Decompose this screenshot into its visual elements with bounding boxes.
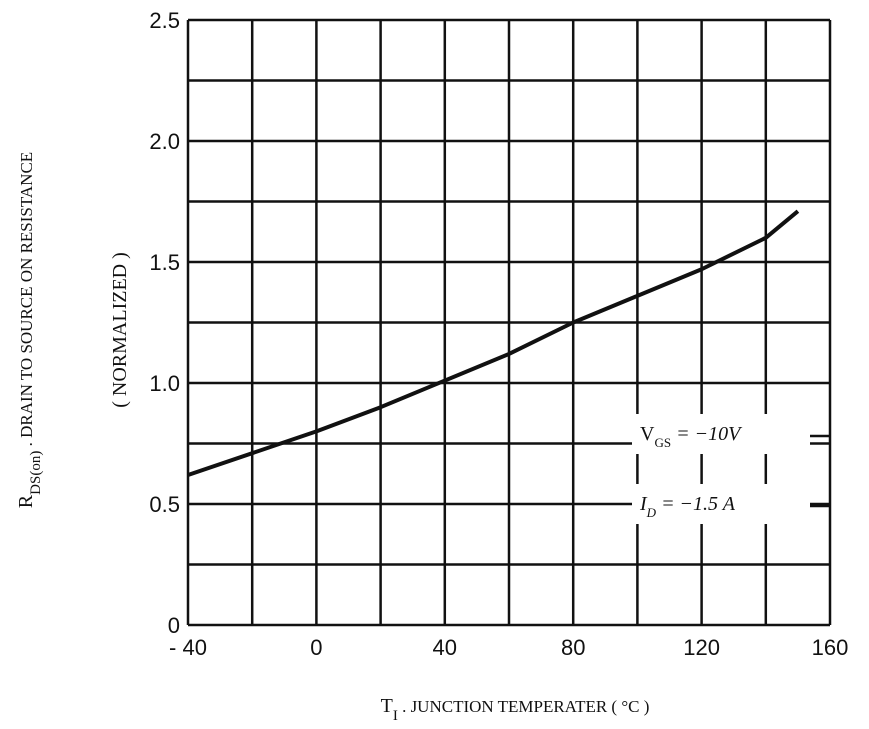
x-axis-label: TI . JUNCTION TEMPERATER ( °C ) <box>381 695 650 724</box>
y-tick-label: 1.0 <box>149 371 180 396</box>
y-label-rest: . DRAIN TO SOURCE ON RESISTANCE <box>17 152 36 451</box>
annotation-rest: = −1.5 A <box>656 493 736 515</box>
y-tick-label: 0 <box>168 613 180 638</box>
y-axis-label-2: ( NORMALIZED ) <box>109 252 131 408</box>
x-tick-label: - 40 <box>169 635 207 660</box>
x-tick-label: 120 <box>683 635 720 660</box>
y-label-sub: DS(on) <box>28 451 44 495</box>
x-tick-label: 40 <box>433 635 457 660</box>
x-tick-label: 160 <box>812 635 849 660</box>
y-axis-label: RDS(on) . DRAIN TO SOURCE ON RESISTANCE <box>15 152 44 508</box>
annotation-sub: GS <box>654 435 671 450</box>
annotation-sub: D <box>646 505 657 520</box>
y-tick-label: 1.5 <box>149 250 180 275</box>
x-label-main: T <box>381 695 393 717</box>
y-label-main: R <box>15 494 37 508</box>
chart: RDS(on) . DRAIN TO SOURCE ON RESISTANCE … <box>0 0 869 729</box>
x-tick-label: 0 <box>310 635 322 660</box>
x-label-rest: . JUNCTION TEMPERATER ( °C ) <box>398 697 650 716</box>
annotation-rest: = −10V <box>671 423 743 445</box>
x-tick-label: 80 <box>561 635 585 660</box>
y-tick-label: 0.5 <box>149 492 180 517</box>
annotation-main: V <box>640 423 655 445</box>
y-tick-label: 2.5 <box>149 8 180 33</box>
y-tick-label: 2.0 <box>149 129 180 154</box>
